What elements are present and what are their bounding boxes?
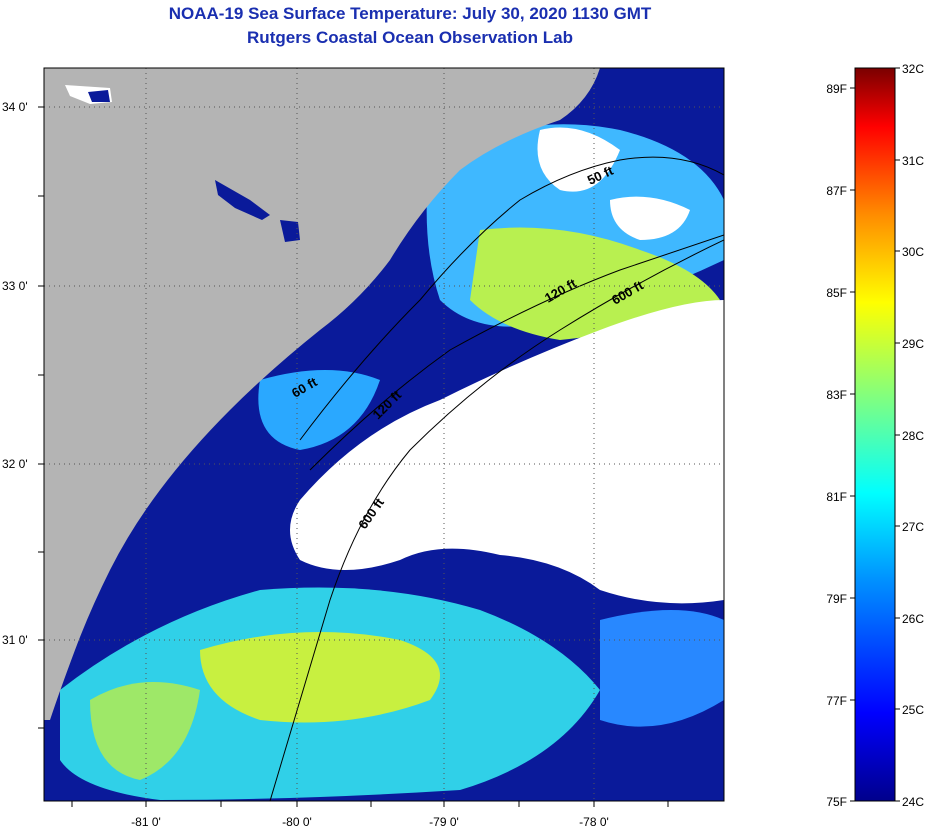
colorbar-c-25: 25C xyxy=(902,703,924,717)
colorbar-c-24: 24C xyxy=(902,795,924,809)
colorbar-c-30: 30C xyxy=(902,245,924,259)
colorbar-f-87: 87F xyxy=(826,184,847,198)
colorbar-f-85: 85F xyxy=(826,286,847,300)
colorbar-f-81: 81F xyxy=(826,490,847,504)
water-patch-7 xyxy=(90,682,200,780)
map-title: NOAA-19 Sea Surface Temperature: July 30… xyxy=(168,4,652,23)
inland-lake-2 xyxy=(215,180,270,220)
contour-120ft xyxy=(309,234,724,471)
contour-50ft xyxy=(299,156,724,441)
contour-600ft xyxy=(269,239,724,801)
lat-label-32: 32 0' xyxy=(2,457,28,471)
cloud-area-2 xyxy=(537,127,620,192)
lon-label-81: -81 0' xyxy=(131,815,161,829)
inland-lake xyxy=(88,90,110,102)
colorbar-c-32: 32C xyxy=(902,62,924,76)
colorbar-f-89: 89F xyxy=(826,82,847,96)
map-grid xyxy=(44,68,724,801)
lat-label-31: 31 0' xyxy=(2,633,28,647)
map-frame xyxy=(43,67,725,802)
lon-label-79: -79 0' xyxy=(429,815,459,829)
colorbar xyxy=(854,67,896,802)
lon-label-78: -78 0' xyxy=(579,815,609,829)
water-patch-6 xyxy=(600,610,724,727)
cloud-area-3 xyxy=(610,196,690,240)
colorbar-ticks xyxy=(850,67,900,802)
colorbar-c-28: 28C xyxy=(902,429,924,443)
colorbar-f-75: 75F xyxy=(826,795,847,809)
colorbar-c-29: 29C xyxy=(902,337,924,351)
colorbar-c-31: 31C xyxy=(902,154,924,168)
colorbar-c-26: 26C xyxy=(902,612,924,626)
cloud-area-1 xyxy=(290,300,724,604)
water-patch-5 xyxy=(258,370,380,450)
colorbar-f-77: 77F xyxy=(826,694,847,708)
colorbar-f-79: 79F xyxy=(826,592,847,606)
lat-label-33: 33 0' xyxy=(2,279,28,293)
colorbar-f-83: 83F xyxy=(826,388,847,402)
lat-label-34: 34 0' xyxy=(2,100,28,114)
axis-ticks xyxy=(38,106,669,807)
land-area xyxy=(44,68,600,720)
map-image xyxy=(44,68,724,801)
inland-lake-3 xyxy=(280,220,300,242)
water-patch-4 xyxy=(200,632,440,723)
lon-label-80: -80 0' xyxy=(282,815,312,829)
map-subtitle: Rutgers Coastal Ocean Observation Lab xyxy=(247,28,573,47)
colorbar-c-27: 27C xyxy=(902,520,924,534)
